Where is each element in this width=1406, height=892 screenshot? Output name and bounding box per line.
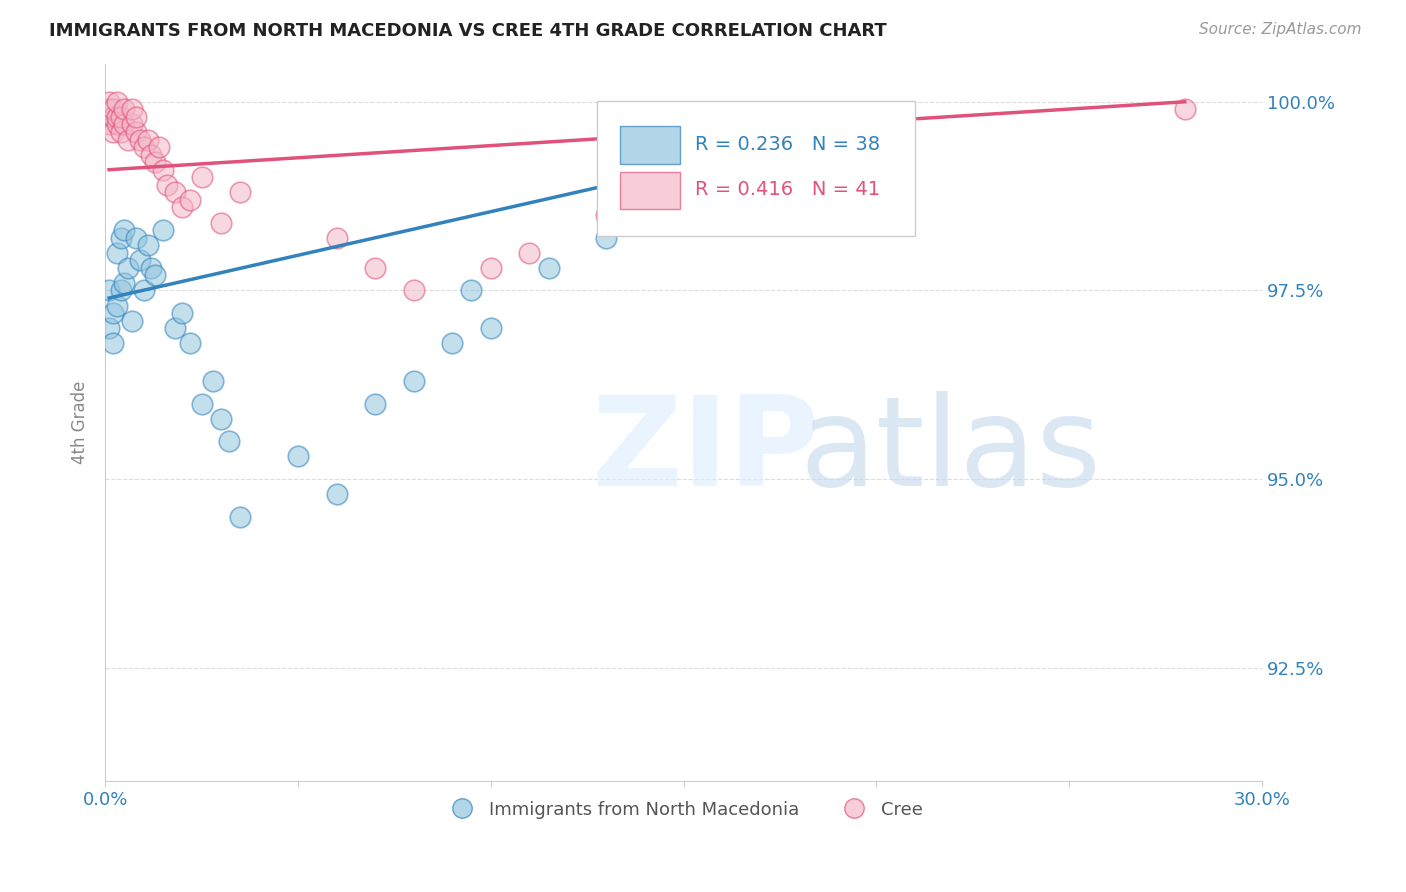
Point xyxy=(229,186,252,200)
Text: atlas: atlas xyxy=(799,391,1101,512)
Point xyxy=(179,336,201,351)
Point xyxy=(125,230,148,244)
Point xyxy=(117,132,139,146)
Point xyxy=(136,132,159,146)
Point xyxy=(114,103,136,117)
Point xyxy=(672,178,695,192)
Point xyxy=(105,245,128,260)
Point xyxy=(101,103,124,117)
Point xyxy=(114,223,136,237)
Point xyxy=(132,284,155,298)
Point xyxy=(479,260,502,275)
Point xyxy=(218,434,240,449)
FancyBboxPatch shape xyxy=(620,127,681,164)
Point xyxy=(114,117,136,131)
Point xyxy=(105,299,128,313)
Text: R = 0.236   N = 38: R = 0.236 N = 38 xyxy=(695,135,880,153)
Point xyxy=(132,140,155,154)
Point xyxy=(110,110,132,124)
Point xyxy=(101,110,124,124)
FancyBboxPatch shape xyxy=(620,171,681,209)
Point xyxy=(117,260,139,275)
Point xyxy=(98,284,121,298)
FancyBboxPatch shape xyxy=(596,102,915,236)
Point xyxy=(229,509,252,524)
Point xyxy=(105,95,128,109)
Point xyxy=(179,193,201,207)
Point xyxy=(152,223,174,237)
Point xyxy=(209,411,232,425)
Point xyxy=(402,284,425,298)
Text: ZIP: ZIP xyxy=(591,391,820,512)
Point xyxy=(148,140,170,154)
Point xyxy=(865,132,887,146)
Point xyxy=(98,95,121,109)
Point xyxy=(190,397,212,411)
Point xyxy=(441,336,464,351)
Point xyxy=(136,238,159,252)
Point xyxy=(121,117,143,131)
Point xyxy=(595,208,617,222)
Point xyxy=(156,178,179,192)
Point xyxy=(110,284,132,298)
Point xyxy=(105,117,128,131)
Point xyxy=(98,321,121,335)
Point xyxy=(152,162,174,177)
Point xyxy=(98,103,121,117)
Point xyxy=(121,103,143,117)
Point xyxy=(110,230,132,244)
Point xyxy=(114,276,136,290)
Point xyxy=(202,374,225,388)
Point xyxy=(101,336,124,351)
Point xyxy=(163,186,186,200)
Point xyxy=(121,313,143,327)
Point xyxy=(287,450,309,464)
Point xyxy=(101,306,124,320)
Point xyxy=(460,284,482,298)
Point xyxy=(172,306,194,320)
Point xyxy=(325,487,347,501)
Point xyxy=(711,170,734,185)
Point xyxy=(163,321,186,335)
Point xyxy=(141,147,163,161)
Point xyxy=(749,155,772,169)
Text: Source: ZipAtlas.com: Source: ZipAtlas.com xyxy=(1198,22,1361,37)
Point xyxy=(141,260,163,275)
Text: IMMIGRANTS FROM NORTH MACEDONIA VS CREE 4TH GRADE CORRELATION CHART: IMMIGRANTS FROM NORTH MACEDONIA VS CREE … xyxy=(49,22,887,40)
Point xyxy=(98,117,121,131)
Point xyxy=(143,268,166,283)
Point xyxy=(110,125,132,139)
Point xyxy=(517,245,540,260)
Point xyxy=(190,170,212,185)
Point xyxy=(1174,103,1197,117)
Point xyxy=(172,201,194,215)
Point xyxy=(364,260,387,275)
Point xyxy=(209,215,232,229)
Point xyxy=(125,110,148,124)
Point xyxy=(125,125,148,139)
Point xyxy=(101,125,124,139)
Point xyxy=(364,397,387,411)
Text: R = 0.416   N = 41: R = 0.416 N = 41 xyxy=(695,180,880,199)
Point xyxy=(105,110,128,124)
Point xyxy=(129,253,152,268)
Point xyxy=(402,374,425,388)
Point xyxy=(537,260,560,275)
Y-axis label: 4th Grade: 4th Grade xyxy=(72,381,89,464)
Point xyxy=(479,321,502,335)
Legend: Immigrants from North Macedonia, Cree: Immigrants from North Macedonia, Cree xyxy=(437,793,929,826)
Point xyxy=(129,132,152,146)
Point xyxy=(143,155,166,169)
Point xyxy=(595,230,617,244)
Point xyxy=(325,230,347,244)
